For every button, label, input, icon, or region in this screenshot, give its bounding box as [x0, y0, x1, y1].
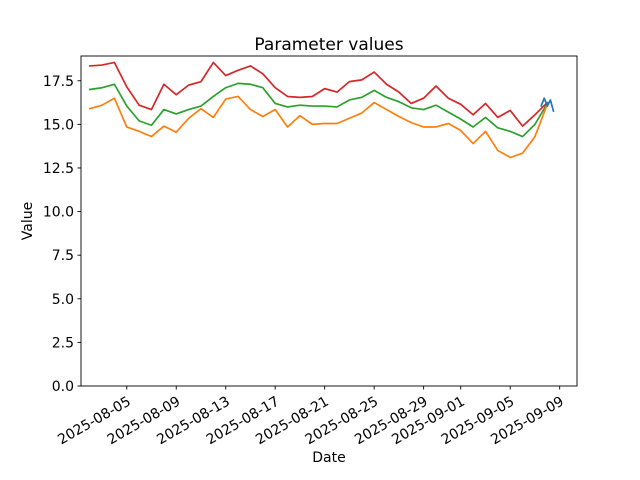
series-line-orange: [88, 95, 549, 159]
y-tick-label: 15.0: [43, 117, 74, 133]
y-tick-label: 12.5: [43, 161, 74, 177]
y-axis: 0.0 2.5 5.0 7.5 10.0 12.5 15.0 17.5: [43, 74, 81, 395]
x-axis: 2025-08-052025-08-092025-08-132025-08-17…: [55, 386, 567, 448]
series-line-red: [88, 61, 549, 127]
y-axis-label: Value: [20, 202, 36, 240]
y-tick-label: 0.0: [52, 379, 74, 395]
y-tick-label: 10.0: [43, 205, 74, 221]
series-line-green: [88, 82, 549, 138]
x-axis-label: Date: [312, 450, 345, 466]
plot-lines: [88, 61, 555, 159]
y-tick-label: 17.5: [43, 74, 74, 90]
y-tick-label: 5.0: [52, 292, 74, 308]
y-tick-label: 2.5: [52, 335, 74, 351]
chart-title: Parameter values: [254, 35, 403, 55]
y-tick-label: 7.5: [52, 248, 74, 264]
plot-border: [80, 55, 578, 387]
series-line-blue: [540, 97, 555, 113]
